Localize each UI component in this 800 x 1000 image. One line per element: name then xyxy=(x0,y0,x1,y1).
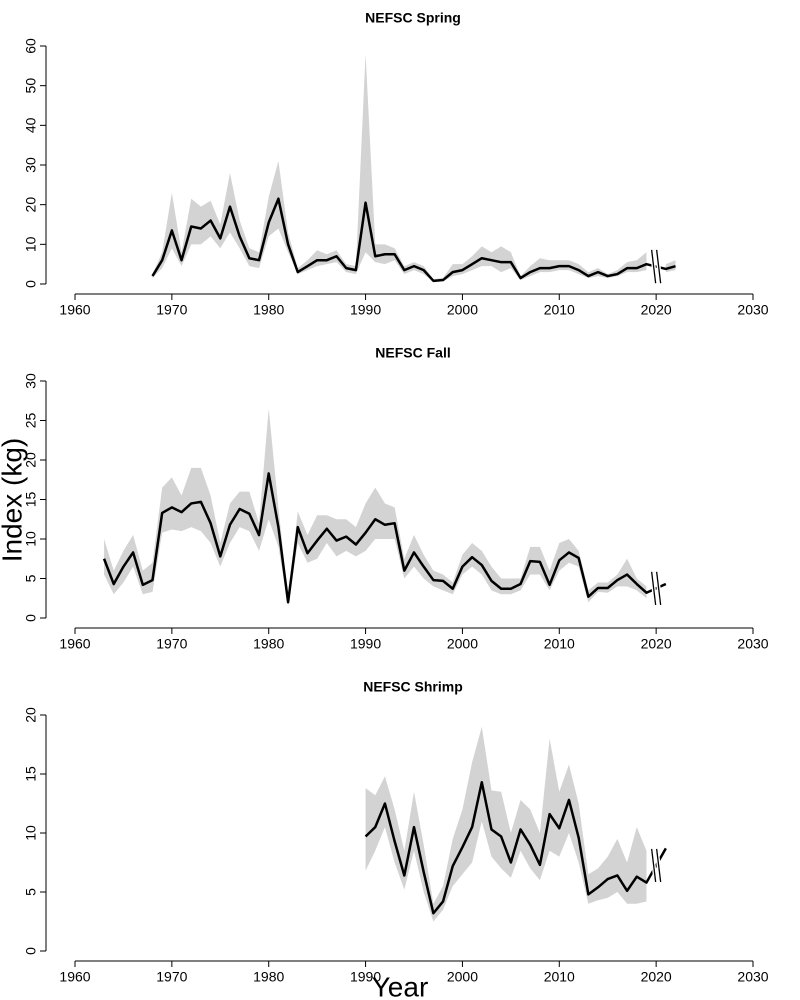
break-mark xyxy=(655,249,662,284)
x-tick-label: 1980 xyxy=(253,636,284,652)
y-tick-label: 50 xyxy=(23,78,39,94)
y-tick-label: 20 xyxy=(23,452,39,468)
y-tick-label: 10 xyxy=(23,825,39,841)
y-tick-label: 20 xyxy=(23,197,39,213)
confidence-band xyxy=(365,726,647,922)
series-line xyxy=(364,781,667,915)
x-tick-label: 2010 xyxy=(544,302,575,318)
y-tick-label: 10 xyxy=(23,236,39,252)
x-tick-label: 1970 xyxy=(156,302,187,318)
x-tick-label: 1990 xyxy=(350,636,381,652)
break-mark xyxy=(650,848,657,883)
x-tick-label: 2030 xyxy=(737,636,768,652)
series-line xyxy=(151,197,676,283)
x-tick-label: 2030 xyxy=(737,302,768,318)
break-mark xyxy=(650,571,657,606)
x-tick-label: 2010 xyxy=(544,969,575,985)
y-tick-label: 5 xyxy=(23,888,39,896)
y-tick-label: 0 xyxy=(23,280,39,288)
x-tick-label: 1960 xyxy=(59,302,90,318)
y-tick-label: 15 xyxy=(23,766,39,782)
break-mark xyxy=(655,848,662,883)
x-tick-label: 1970 xyxy=(156,636,187,652)
x-tick-label: 2000 xyxy=(447,302,478,318)
y-tick-label: 10 xyxy=(23,531,39,547)
x-tick-label: 1980 xyxy=(253,969,284,985)
panel-title: NEFSC Fall xyxy=(375,345,450,361)
y-tick-label: 0 xyxy=(23,947,39,955)
x-tick-label: 2020 xyxy=(641,969,672,985)
break-mark xyxy=(650,249,657,284)
panel-title: NEFSC Shrimp xyxy=(363,679,463,695)
y-tick-label: 5 xyxy=(23,574,39,582)
confidence-band xyxy=(104,408,647,607)
panel-title: NEFSC Spring xyxy=(365,10,461,26)
series-line xyxy=(102,472,667,604)
x-tick-label: 2030 xyxy=(737,969,768,985)
y-tick-label: 20 xyxy=(23,707,39,723)
x-tick-label: 2010 xyxy=(544,636,575,652)
x-tick-label: 1960 xyxy=(59,969,90,985)
y-tick-label: 15 xyxy=(23,492,39,508)
x-axis-label: Year xyxy=(372,971,429,1000)
x-tick-label: 2020 xyxy=(641,636,672,652)
x-tick-label: 1990 xyxy=(350,969,381,985)
y-tick-label: 60 xyxy=(23,38,39,54)
y-tick-label: 30 xyxy=(23,373,39,389)
x-tick-label: 2000 xyxy=(447,636,478,652)
y-tick-label: 25 xyxy=(23,413,39,429)
x-tick-label: 1960 xyxy=(59,636,90,652)
x-tick-label: 2020 xyxy=(641,302,672,318)
y-tick-label: 40 xyxy=(23,117,39,133)
break-mark xyxy=(655,571,662,606)
x-tick-label: 1970 xyxy=(156,969,187,985)
x-tick-label: 1990 xyxy=(350,302,381,318)
y-tick-label: 30 xyxy=(23,157,39,173)
x-tick-label: 2000 xyxy=(447,969,478,985)
x-tick-label: 1980 xyxy=(253,302,284,318)
confidence-band xyxy=(152,53,647,283)
y-tick-label: 0 xyxy=(23,614,39,622)
y-axis-label: Index (kg) xyxy=(0,438,27,563)
